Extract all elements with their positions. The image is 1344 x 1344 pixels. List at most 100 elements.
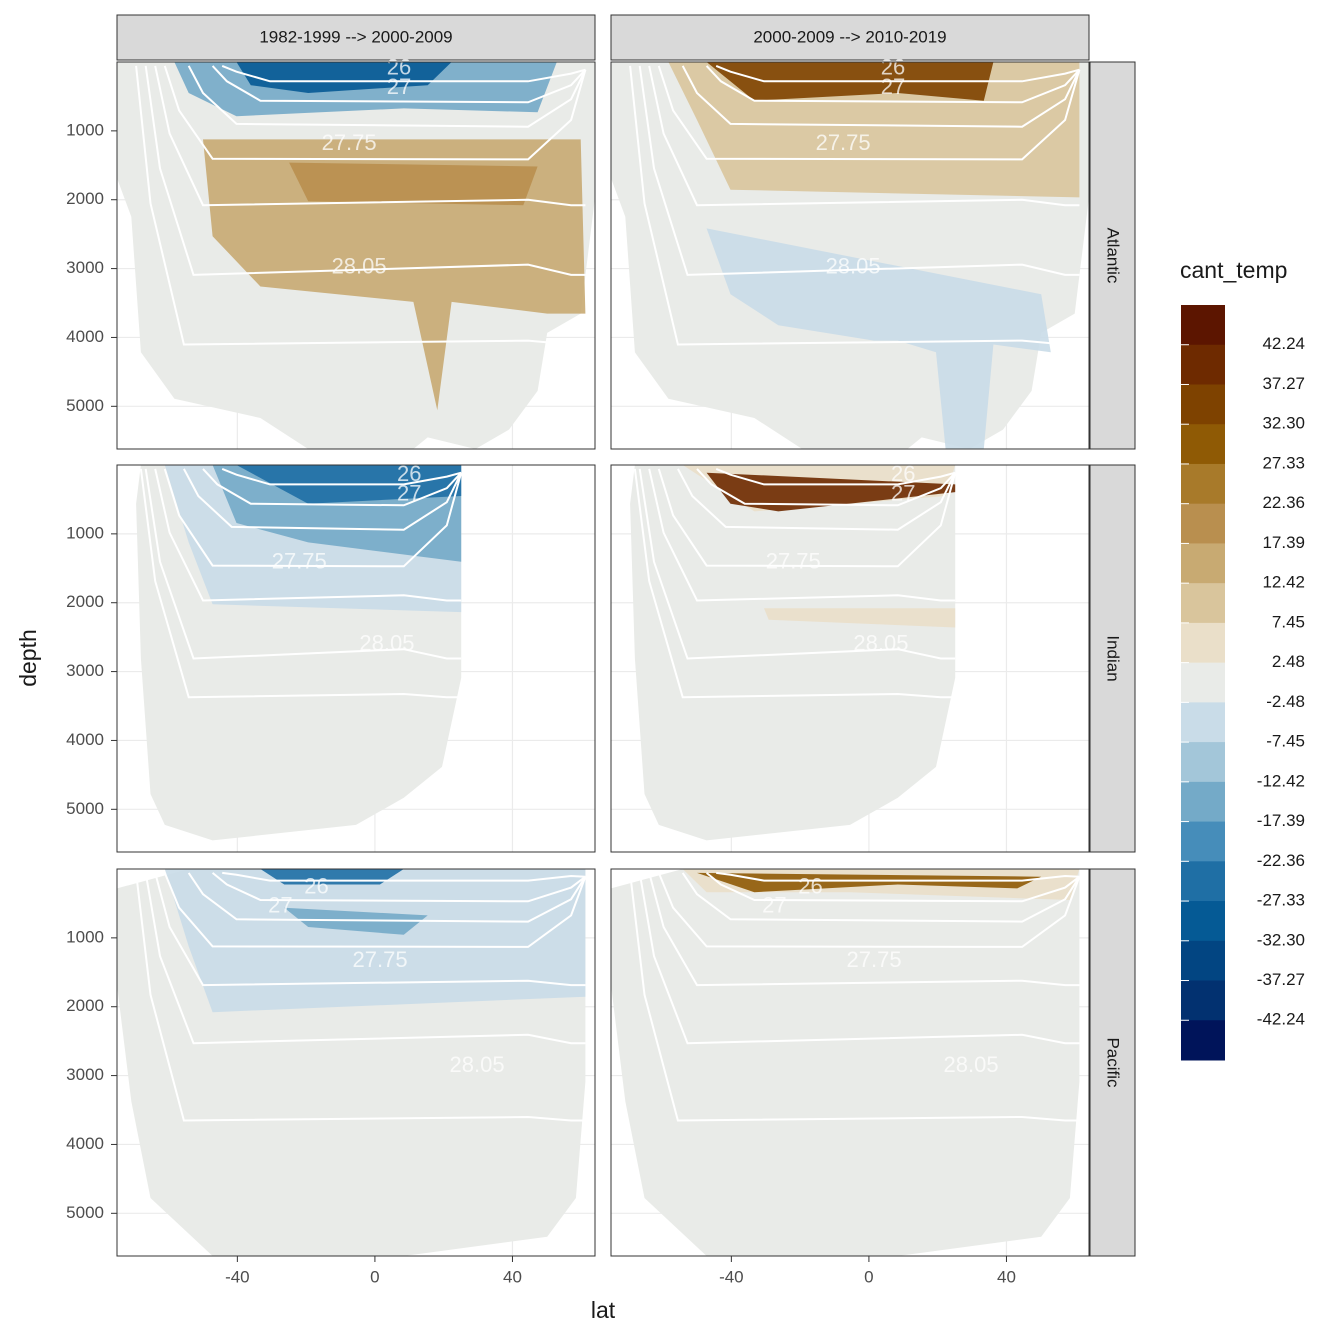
- legend-title: cant_temp: [1180, 257, 1287, 283]
- y-axis-title: depth: [15, 629, 41, 687]
- contour-label: 27.75: [322, 130, 377, 155]
- isopycnal: [629, 872, 1080, 1122]
- legend-swatch: [1181, 861, 1225, 902]
- legend-swatch: [1181, 781, 1225, 823]
- isopycnal: [657, 65, 1081, 161]
- isopycnal: [144, 468, 462, 660]
- contour-label: 26: [304, 873, 328, 898]
- contour-label: 28.05: [359, 631, 414, 656]
- isopycnal: [648, 872, 1080, 987]
- ocean-field: [630, 465, 956, 841]
- facet-strip: [1089, 868, 1136, 1257]
- contour-band: [203, 139, 586, 411]
- isopycnal: [715, 64, 1080, 83]
- contour-label: 27.75: [816, 130, 871, 155]
- isopycnal: [211, 65, 587, 104]
- panel-border: [116, 61, 596, 450]
- legend-label: -2.48: [1266, 692, 1305, 711]
- isopycnal: [657, 468, 957, 568]
- facet-label: 1982-1999 --> 2000-2009: [259, 27, 452, 46]
- contour-label: 27.75: [272, 549, 327, 574]
- contour-band: [289, 162, 538, 206]
- isopycnal: [135, 872, 586, 1122]
- legend-label: 37.27: [1262, 374, 1305, 393]
- panel-border: [610, 868, 1090, 1257]
- x-tick-label: -40: [719, 1267, 744, 1286]
- isopycnal: [716, 871, 1080, 882]
- legend-swatch: [1181, 503, 1225, 544]
- contour-label: 27: [387, 74, 411, 99]
- legend-label: 22.36: [1262, 493, 1305, 512]
- contour-band: [236, 62, 452, 93]
- contour-band: [260, 869, 404, 885]
- facet-strip: [116, 14, 596, 61]
- panel-border: [116, 464, 596, 853]
- legend-swatch: [1181, 344, 1225, 385]
- legend-label: 32.30: [1262, 414, 1305, 433]
- y-tick-label: 1000: [66, 523, 104, 542]
- legend-swatch: [1181, 463, 1225, 505]
- facet-strip: [1089, 464, 1136, 853]
- isopycnal: [638, 65, 1080, 276]
- y-tick-label: 4000: [66, 327, 104, 346]
- contour-band: [697, 872, 1042, 893]
- isopycnal: [187, 65, 587, 128]
- isopycnal: [715, 467, 956, 486]
- legend-label: -7.45: [1266, 732, 1305, 751]
- isopycnal: [681, 65, 1081, 128]
- contour-label: 27: [891, 480, 915, 505]
- isopycnal: [144, 872, 586, 1045]
- panel-border: [610, 464, 1090, 853]
- contour-label: 27.75: [353, 947, 408, 972]
- isopycnal: [139, 468, 462, 699]
- y-tick-label: 5000: [66, 396, 104, 415]
- legend-label: 17.39: [1262, 533, 1305, 552]
- y-tick-label: 2000: [66, 592, 104, 611]
- isopycnal: [648, 65, 1080, 207]
- legend-label: 12.42: [1262, 573, 1305, 592]
- legend-swatch: [1181, 1020, 1225, 1061]
- isopycnal: [154, 468, 462, 602]
- isopycnal: [163, 872, 587, 948]
- y-tick-label: 3000: [66, 661, 104, 680]
- y-tick-label: 5000: [66, 799, 104, 818]
- contour-band: [706, 228, 1051, 449]
- isopycnal: [633, 468, 956, 699]
- legend-swatch: [1181, 622, 1225, 664]
- x-tick-label: 40: [503, 1267, 522, 1286]
- y-tick-label: 4000: [66, 1134, 104, 1153]
- facet-label: Pacific: [1104, 1037, 1123, 1088]
- x-tick-label: -40: [225, 1267, 250, 1286]
- isopycnal: [705, 65, 1081, 104]
- legend-label: 42.24: [1262, 334, 1305, 353]
- facet-strip: [610, 14, 1090, 61]
- isopycnal: [202, 468, 462, 507]
- y-tick-label: 3000: [66, 258, 104, 277]
- isopycnal: [154, 872, 586, 987]
- isopycnal: [648, 468, 956, 602]
- facet-label: Indian: [1104, 635, 1123, 681]
- isopycnal: [144, 65, 586, 276]
- legend-label: -27.33: [1257, 891, 1305, 910]
- contour-label: 27.75: [766, 549, 821, 574]
- y-tick-label: 1000: [66, 120, 104, 139]
- legend-swatch: [1181, 980, 1225, 1021]
- isopycnal: [163, 468, 463, 568]
- contour-band: [164, 869, 586, 1013]
- contour-label: 26: [881, 55, 905, 80]
- legend-label: -37.27: [1257, 970, 1305, 989]
- contour-label: 27: [397, 480, 421, 505]
- isopycnal: [221, 64, 586, 83]
- contour-label: 28.05: [853, 631, 908, 656]
- legend-label: -17.39: [1257, 811, 1305, 830]
- contour-label: 27: [881, 74, 905, 99]
- isopycnal: [638, 872, 1080, 1045]
- y-tick-label: 2000: [66, 996, 104, 1015]
- panel-border: [116, 868, 596, 1257]
- legend-swatch: [1181, 901, 1225, 942]
- legend-swatch: [1181, 384, 1225, 425]
- isopycnal: [681, 872, 1081, 923]
- legend-swatch: [1181, 424, 1225, 465]
- x-axis-title: lat: [591, 1297, 616, 1323]
